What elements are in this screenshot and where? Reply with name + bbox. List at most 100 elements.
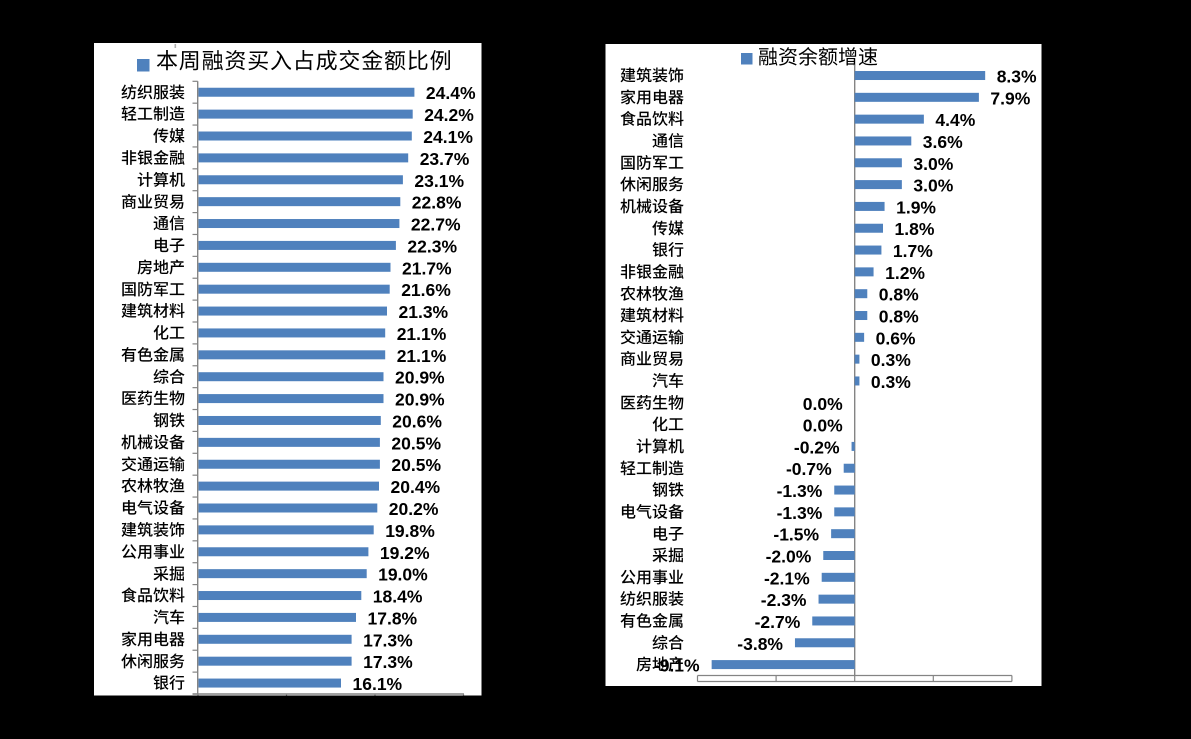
svg-text:钢铁: 钢铁 <box>153 407 185 431</box>
svg-text:轻工制造: 轻工制造 <box>121 101 185 125</box>
svg-text:电气设备: 电气设备 <box>121 495 185 519</box>
svg-text:17.8%: 17.8% <box>368 608 418 628</box>
svg-text:24.4%: 24.4% <box>426 83 476 103</box>
svg-text:0.0%: 0.0% <box>803 416 843 436</box>
svg-text:国防军工: 国防军工 <box>620 149 684 173</box>
svg-text:-0.2%: -0.2% <box>794 437 840 457</box>
svg-text:-2.1%: -2.1% <box>764 568 810 588</box>
svg-text:农林牧渔: 农林牧渔 <box>620 280 684 304</box>
svg-text:商业贸易: 商业贸易 <box>121 188 185 212</box>
svg-text:-0.7%: -0.7% <box>786 459 832 479</box>
svg-text:医药生物: 医药生物 <box>121 385 185 409</box>
svg-text:1.9%: 1.9% <box>896 197 936 217</box>
svg-text:本周融资买入占成交金额比例: 本周融资买入占成交金额比例 <box>156 43 452 75</box>
svg-text:休闲服务: 休闲服务 <box>121 648 185 672</box>
svg-text:4.4%: 4.4% <box>935 110 975 130</box>
svg-text:交通运输: 交通运输 <box>620 324 684 348</box>
svg-text:电子: 电子 <box>153 232 185 256</box>
svg-text:21.1%: 21.1% <box>397 324 447 344</box>
svg-text:机械设备: 机械设备 <box>620 193 684 217</box>
svg-text:20.5%: 20.5% <box>391 455 441 475</box>
svg-text:21.3%: 21.3% <box>399 302 449 322</box>
svg-text:商业贸易: 商业贸易 <box>620 346 684 370</box>
svg-text:20.2%: 20.2% <box>389 499 439 519</box>
svg-text:1.7%: 1.7% <box>893 241 933 261</box>
svg-text:建筑材料: 建筑材料 <box>620 302 684 326</box>
svg-text:房地产: 房地产 <box>636 651 684 675</box>
svg-text:电气设备: 电气设备 <box>620 498 684 522</box>
svg-text:-1.3%: -1.3% <box>777 503 823 523</box>
svg-text:通信: 通信 <box>153 210 185 234</box>
svg-text:国防军工: 国防军工 <box>121 276 185 300</box>
svg-text:轻工制造: 轻工制造 <box>620 455 684 479</box>
svg-text:0.8%: 0.8% <box>879 285 919 305</box>
svg-text:汽车: 汽车 <box>153 604 185 628</box>
svg-text:22.8%: 22.8% <box>412 193 462 213</box>
svg-text:农林牧渔: 农林牧渔 <box>121 473 185 497</box>
svg-text:-2.7%: -2.7% <box>755 612 801 632</box>
svg-text:非银金融: 非银金融 <box>620 258 684 282</box>
svg-text:24.1%: 24.1% <box>423 127 473 147</box>
svg-text:23.7%: 23.7% <box>420 149 470 169</box>
svg-text:8.3%: 8.3% <box>997 67 1037 87</box>
svg-text:7.9%: 7.9% <box>990 88 1030 108</box>
svg-text:0.3%: 0.3% <box>871 372 911 392</box>
svg-text:机械设备: 机械设备 <box>121 429 185 453</box>
svg-text:公用事业: 公用事业 <box>620 564 684 588</box>
svg-text:16.1%: 16.1% <box>353 674 403 694</box>
svg-text:1.8%: 1.8% <box>895 219 935 239</box>
svg-text:1.2%: 1.2% <box>885 263 925 283</box>
svg-text:通信: 通信 <box>652 128 684 152</box>
svg-text:纺织服装: 纺织服装 <box>121 79 185 103</box>
svg-text:有色金属: 有色金属 <box>121 341 185 365</box>
svg-text:22.3%: 22.3% <box>407 236 457 256</box>
svg-text:建筑装饰: 建筑装饰 <box>121 516 185 540</box>
svg-text:有色金属: 有色金属 <box>620 608 684 632</box>
svg-text:21.1%: 21.1% <box>397 346 447 366</box>
svg-text:-3.8%: -3.8% <box>737 634 783 654</box>
svg-text:建筑装饰: 建筑装饰 <box>620 62 684 86</box>
svg-text:22.7%: 22.7% <box>411 215 461 235</box>
svg-text:建筑材料: 建筑材料 <box>121 298 185 322</box>
svg-text:24.2%: 24.2% <box>424 105 474 125</box>
svg-text:融资余额增速: 融资余额增速 <box>758 41 878 70</box>
svg-text:-2.3%: -2.3% <box>761 590 807 610</box>
svg-text:21.6%: 21.6% <box>401 280 451 300</box>
svg-text:18.4%: 18.4% <box>373 587 423 607</box>
svg-text:计算机: 计算机 <box>636 433 684 457</box>
svg-text:银行: 银行 <box>153 670 185 694</box>
svg-text:0.3%: 0.3% <box>871 350 911 370</box>
svg-text:采掘: 采掘 <box>652 542 684 566</box>
svg-text:银行: 银行 <box>652 237 684 261</box>
svg-text:19.8%: 19.8% <box>385 521 435 541</box>
svg-text:食品饮料: 食品饮料 <box>121 582 185 606</box>
svg-text:综合: 综合 <box>652 629 684 653</box>
svg-text:化工: 化工 <box>652 411 684 435</box>
svg-text:3.6%: 3.6% <box>923 132 963 152</box>
svg-text:医药生物: 医药生物 <box>620 389 684 413</box>
svg-text:-9.1%: -9.1% <box>654 656 700 676</box>
svg-text:休闲服务: 休闲服务 <box>620 171 684 195</box>
svg-text:0.8%: 0.8% <box>879 307 919 327</box>
svg-text:公用事业: 公用事业 <box>121 538 185 562</box>
svg-text:17.3%: 17.3% <box>363 652 413 672</box>
svg-text:20.6%: 20.6% <box>392 411 442 431</box>
svg-text:计算机: 计算机 <box>137 166 185 190</box>
svg-text:21.7%: 21.7% <box>402 258 452 278</box>
svg-text:-1.3%: -1.3% <box>777 481 823 501</box>
svg-text:综合: 综合 <box>153 363 185 387</box>
svg-text:-1.5%: -1.5% <box>773 525 819 545</box>
svg-text:17.3%: 17.3% <box>363 630 413 650</box>
svg-text:20.9%: 20.9% <box>395 390 445 410</box>
svg-text:传媒: 传媒 <box>652 215 684 239</box>
svg-text:19.2%: 19.2% <box>380 543 430 563</box>
svg-text:0.6%: 0.6% <box>876 328 916 348</box>
svg-text:食品饮料: 食品饮料 <box>620 106 684 130</box>
svg-text:化工: 化工 <box>153 320 185 344</box>
svg-text:电子: 电子 <box>652 520 684 544</box>
svg-text:传媒: 传媒 <box>153 123 185 147</box>
svg-text:家用电器: 家用电器 <box>121 626 185 650</box>
svg-text:20.9%: 20.9% <box>395 368 445 388</box>
svg-text:交通运输: 交通运输 <box>121 451 185 475</box>
svg-text:0.0%: 0.0% <box>803 394 843 414</box>
